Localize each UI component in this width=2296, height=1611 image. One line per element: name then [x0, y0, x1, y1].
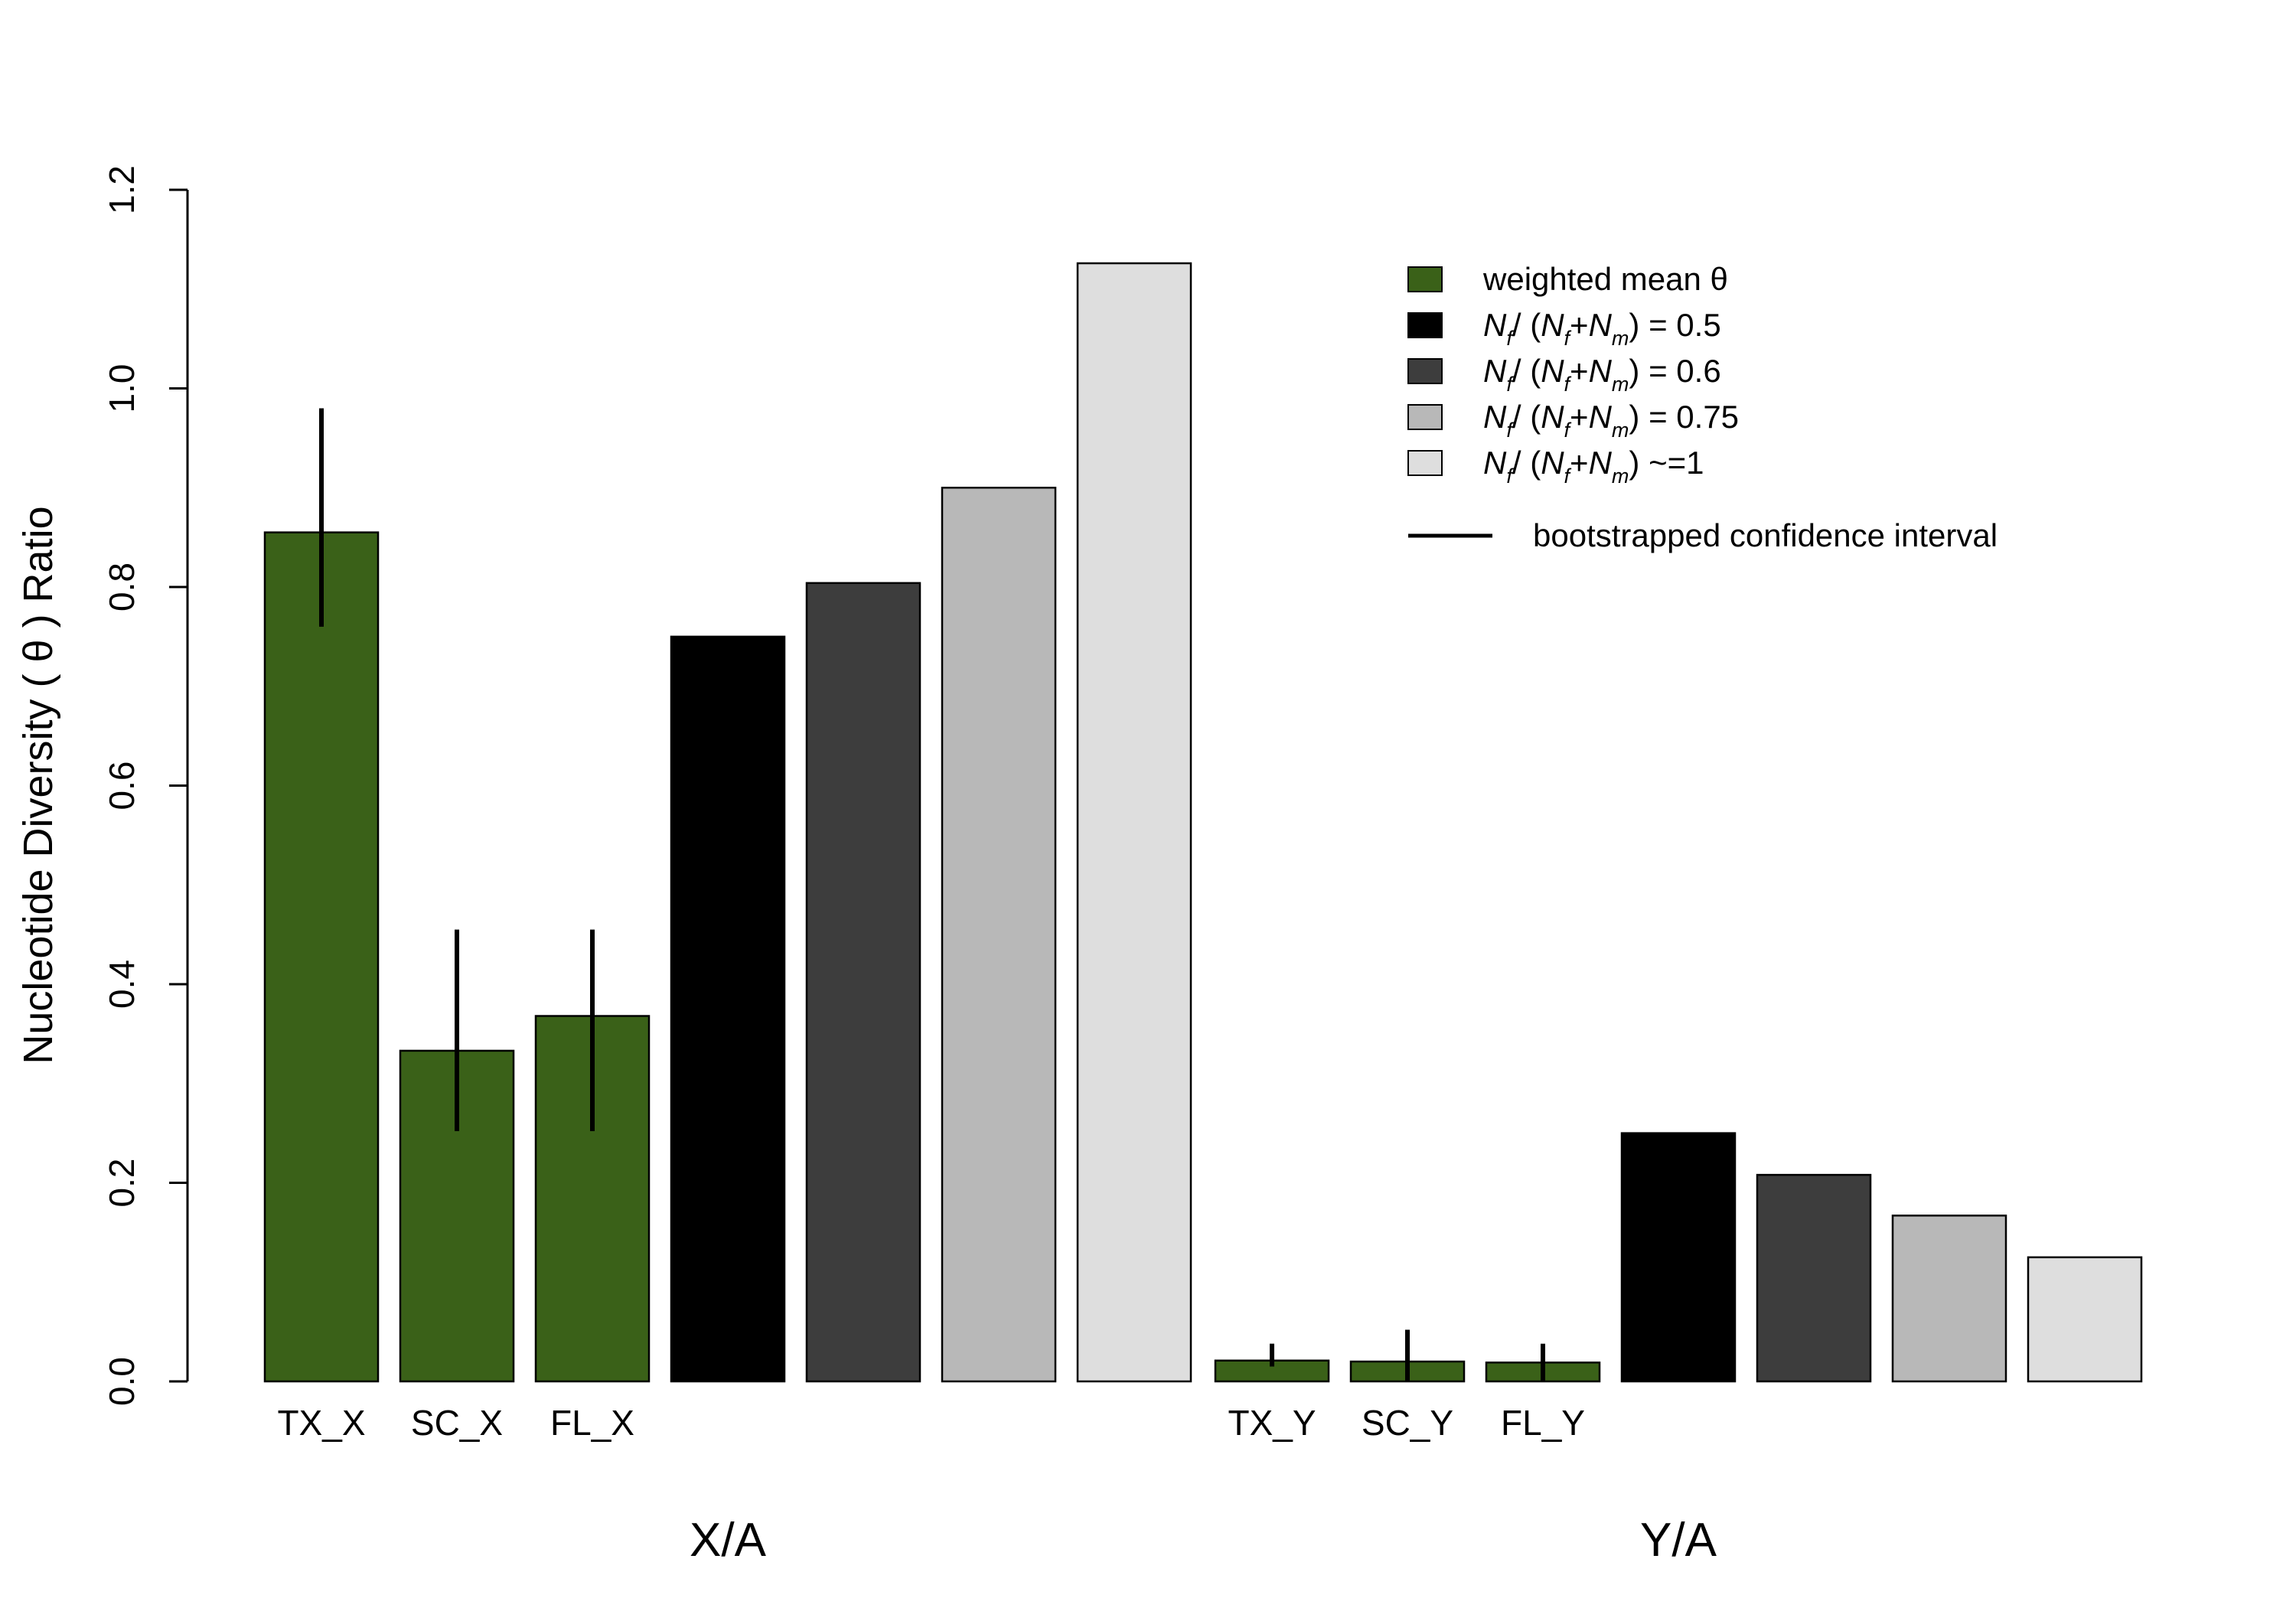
- legend-var: N: [1589, 445, 1613, 481]
- legend-sub: m: [1612, 465, 1629, 488]
- bar: [670, 635, 786, 1383]
- legend-sub: f: [1506, 373, 1514, 396]
- y-axis-title: Nucleotide Diversity ( θ ) Ratio: [15, 506, 61, 1064]
- legend-sub: m: [1612, 327, 1629, 350]
- category-labels: TX_X SC_X FL_X X/A TX_Y SC_Y FL_Y Y/A: [277, 1403, 1717, 1567]
- category-label: TX_X: [277, 1403, 365, 1443]
- category-label: SC_Y: [1362, 1403, 1453, 1443]
- bar: [1756, 1173, 1872, 1383]
- group-label: X/A: [690, 1514, 767, 1567]
- legend-var: N: [1483, 399, 1507, 435]
- y-tick-label: 1.2: [102, 165, 142, 214]
- legend-label: Nf/ (Nf+Nm) = 0.75: [1483, 399, 1739, 442]
- legend-op: / (: [1512, 399, 1541, 435]
- legend-op: ): [1629, 445, 1639, 481]
- y-tick-label: 1.0: [102, 364, 142, 413]
- legend-op: / (: [1512, 353, 1541, 389]
- legend-op: +: [1570, 307, 1589, 343]
- legend-op: / (: [1512, 307, 1541, 343]
- legend-value: 0.6: [1676, 353, 1720, 389]
- y-axis-title-part: Nucleotide Diversity (: [15, 662, 61, 1064]
- legend-var: N: [1541, 399, 1564, 435]
- legend-sub: f: [1506, 419, 1514, 442]
- y-axis: 0.0 0.2 0.4 0.6 0.8 1.0 1.2 Nucleotide Diversit…: [15, 165, 189, 1406]
- legend-op: / (: [1512, 445, 1541, 481]
- legend-swatch: [1407, 266, 1443, 292]
- legend-var: N: [1483, 445, 1507, 481]
- legend-sub: f: [1564, 327, 1572, 350]
- legend-op: +: [1570, 353, 1589, 389]
- bar: [805, 582, 921, 1383]
- legend-var: N: [1589, 307, 1613, 343]
- legend-label: bootstrapped confidence interval: [1533, 517, 1998, 553]
- legend-op: ): [1629, 353, 1639, 389]
- y-tick-label: 0.6: [102, 761, 142, 810]
- legend-var: N: [1483, 307, 1507, 343]
- legend-label-text: weighted mean θ: [1482, 261, 1728, 297]
- legend-swatch: [1407, 404, 1443, 430]
- y-axis-title-part: θ: [15, 639, 61, 662]
- legend-value: ~=1: [1639, 445, 1704, 481]
- y-tick-label: 0.8: [102, 563, 142, 611]
- legend-op: ): [1629, 307, 1639, 343]
- bar: [941, 487, 1057, 1383]
- legend-op: =: [1639, 307, 1676, 343]
- legend-var: N: [1541, 307, 1564, 343]
- category-label: FL_Y: [1501, 1403, 1585, 1443]
- legend-op: ): [1629, 399, 1639, 435]
- legend-sub: m: [1612, 373, 1629, 396]
- category-label: TX_Y: [1228, 1403, 1316, 1443]
- bar: [2027, 1256, 2143, 1383]
- category-label: FL_X: [550, 1403, 634, 1443]
- legend-sub: m: [1612, 419, 1629, 442]
- legend-op: =: [1639, 353, 1676, 389]
- legend-var: N: [1483, 353, 1507, 389]
- bar: [263, 531, 380, 1383]
- legend: weighted mean θNf/ (Nf+Nm) = 0.5Nf/ (Nf+…: [1407, 261, 1998, 553]
- confidence-intervals: [319, 408, 1545, 1381]
- legend-swatch: [1407, 450, 1443, 476]
- legend-value: 0.75: [1676, 399, 1739, 435]
- legend-var: N: [1541, 353, 1564, 389]
- legend-sub: f: [1564, 465, 1572, 488]
- legend-var: N: [1541, 445, 1564, 481]
- group-label: Y/A: [1640, 1514, 1717, 1567]
- legend-op: +: [1570, 445, 1589, 481]
- legend-value: 0.5: [1676, 307, 1720, 343]
- legend-var: N: [1589, 399, 1613, 435]
- legend-sub: f: [1506, 465, 1514, 488]
- legend-sub: f: [1564, 373, 1572, 396]
- bar: [1076, 262, 1192, 1383]
- legend-label: Nf/ (Nf+Nm) = 0.5: [1483, 307, 1721, 350]
- legend-sub: f: [1506, 327, 1514, 350]
- bars: [263, 262, 2143, 1383]
- y-axis-title-part: ) Ratio: [15, 506, 61, 639]
- legend-swatch: [1407, 312, 1443, 338]
- legend-label: weighted mean θ: [1482, 261, 1728, 297]
- legend-op: +: [1570, 399, 1589, 435]
- y-tick-label: 0.4: [102, 960, 142, 1009]
- legend-label: Nf/ (Nf+Nm) = 0.6: [1483, 353, 1721, 396]
- y-tick-label: 0.2: [102, 1159, 142, 1208]
- category-label: SC_X: [411, 1403, 503, 1443]
- y-tick-label: 0.0: [102, 1357, 142, 1406]
- legend-op: =: [1639, 399, 1676, 435]
- legend-label-text: bootstrapped confidence interval: [1533, 517, 1998, 553]
- legend-label: Nf/ (Nf+Nm) ~=1: [1483, 445, 1704, 488]
- legend-sub: f: [1564, 419, 1572, 442]
- legend-var: N: [1589, 353, 1613, 389]
- legend-swatch: [1407, 358, 1443, 384]
- bar: [1620, 1132, 1737, 1383]
- bar: [1891, 1215, 2007, 1383]
